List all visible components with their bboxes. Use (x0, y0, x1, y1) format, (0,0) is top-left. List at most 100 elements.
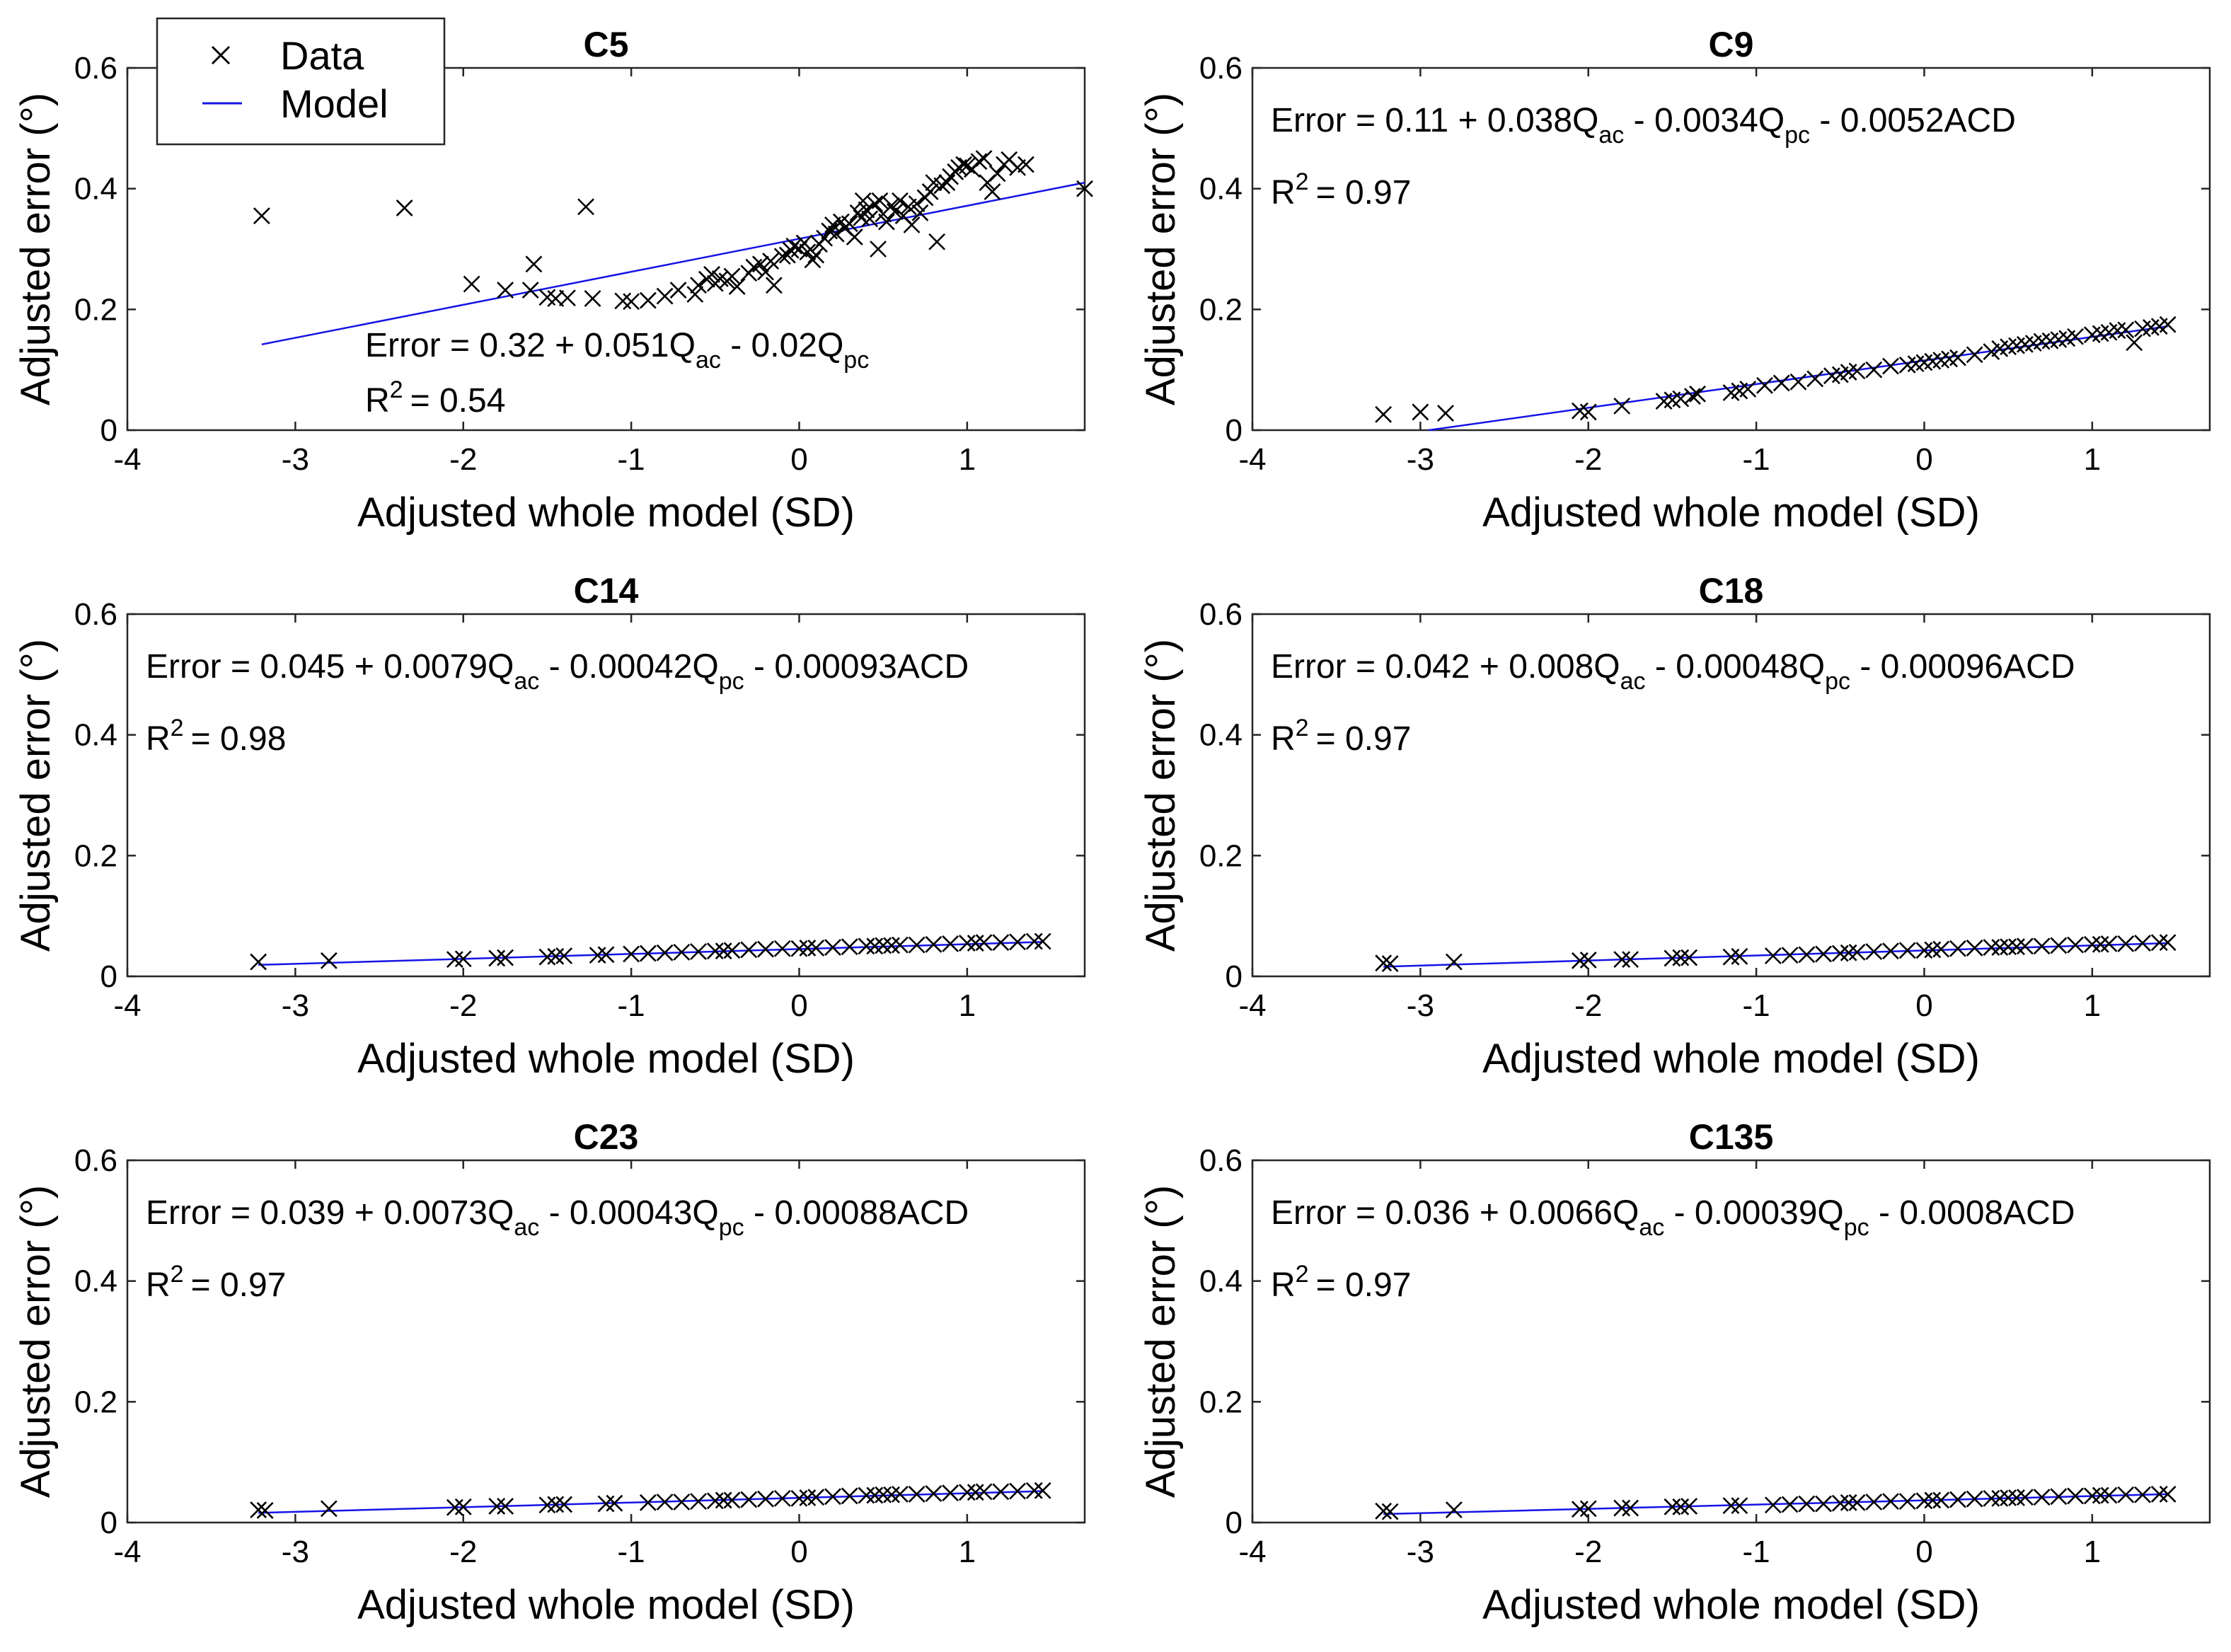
data-point (538, 1496, 556, 1514)
data-point (1076, 180, 1093, 197)
data-point (2100, 935, 2118, 952)
panel-title: C9 (1709, 25, 1754, 64)
data-point (2008, 1489, 2025, 1506)
data-point (858, 201, 875, 219)
r2-superscript: 2 (1296, 715, 1309, 741)
equation-subscript: ac (514, 1214, 539, 1241)
data-point (1025, 932, 1043, 950)
data-point (1798, 946, 1816, 964)
data-point (715, 1491, 732, 1509)
x-tick-label: -2 (449, 988, 477, 1023)
equation-segment: - 0.0008ACD (1869, 1194, 2075, 1232)
x-tick-label: -1 (1743, 1535, 1770, 1569)
x-tick-label: 0 (1915, 442, 1932, 477)
x-tick-label: -2 (449, 442, 477, 477)
data-point (1815, 945, 1832, 963)
r2-superscript: 2 (171, 715, 184, 741)
data-point (446, 1498, 463, 1516)
model-line (258, 1490, 1043, 1514)
data-point (2000, 938, 2017, 956)
data-point (2126, 334, 2143, 352)
data-point (253, 207, 270, 224)
data-point (2159, 316, 2177, 333)
data-point (866, 1486, 884, 1504)
y-tick-label: 0.6 (1199, 1143, 1243, 1178)
y-tick-label: 0 (1226, 413, 1243, 448)
data-point (584, 290, 601, 307)
data-point (597, 1495, 615, 1513)
data-point (1865, 943, 1883, 960)
r2-segment: = 0.97 (191, 1266, 287, 1304)
data-point (320, 1500, 338, 1518)
data-point (824, 939, 841, 956)
equation-text: Error = 0.036 + 0.0066Qac - 0.00039Qpc -… (1271, 1194, 2075, 1241)
panel-c23: -4 -3 -2 -1 0 1 0 0.2 0.4 0.6 C23 Adjusted whole mo… (13, 1117, 1086, 1628)
data-point (454, 950, 472, 968)
equation-segment: Error = 0.045 + 0.0079Q (146, 648, 514, 686)
equation-subscript: pc (843, 347, 869, 374)
data-point (703, 265, 720, 283)
data-point (656, 944, 674, 961)
x-tick-label: -3 (1407, 1535, 1434, 1569)
data-point (2067, 328, 2085, 345)
data-point (816, 229, 833, 247)
data-point (1865, 361, 1883, 379)
y-tick-label: 0 (1226, 959, 1243, 994)
y-tick-label: 0.4 (74, 1264, 117, 1299)
data-point (958, 1484, 976, 1501)
data-point (773, 1489, 791, 1507)
data-point (807, 939, 825, 957)
x-tick-label: -4 (1238, 442, 1266, 477)
data-point (2033, 1489, 2051, 1506)
plot-area (1251, 1159, 2211, 1524)
panel-title: C135 (1689, 1117, 1774, 1157)
panel-title: C14 (574, 571, 639, 611)
r2-text: R2 = 0.97 (1271, 1261, 1411, 1304)
plot-area (1251, 613, 2211, 978)
data-point (992, 1483, 1010, 1501)
data-point (1025, 1481, 1043, 1499)
data-point (988, 165, 1006, 183)
data-point (1865, 1494, 1883, 1511)
equation-segment: - 0.00042Q (539, 648, 719, 686)
data-point (1991, 939, 2009, 956)
data-point (928, 233, 946, 250)
y-tick-label: 0.6 (74, 51, 117, 86)
data-point (597, 946, 615, 964)
y-tick-label: 0.6 (74, 1143, 117, 1178)
x-tick-label: -2 (449, 1535, 477, 1569)
y-axis-label: Adjusted error (°) (1138, 1185, 1184, 1498)
data-point (984, 183, 1001, 200)
data-point (757, 940, 774, 958)
data-point (866, 195, 884, 212)
data-point (623, 293, 640, 311)
data-point (1949, 1491, 1966, 1508)
y-tick-label: 0.2 (74, 838, 117, 873)
x-tick-label: -3 (282, 1535, 309, 1569)
y-tick-label: 0 (100, 413, 117, 448)
y-tick-label: 0.2 (1199, 838, 1243, 873)
data-point (799, 939, 817, 957)
model-line (261, 181, 1085, 346)
data-point (454, 1498, 472, 1515)
data-point (891, 192, 909, 209)
data-point (841, 938, 858, 956)
data-point (1445, 953, 1463, 971)
panel-c18: -4 -3 -2 -1 0 1 0 0.2 0.4 0.6 C18 Adjusted whole mo… (1138, 571, 2211, 1082)
equation-segment: - 0.00043Q (539, 1194, 719, 1232)
data-point (858, 1486, 875, 1504)
data-point (854, 192, 872, 209)
data-point (2134, 935, 2151, 952)
data-point (606, 1494, 623, 1512)
data-point (799, 1489, 817, 1506)
data-point (555, 1496, 573, 1513)
data-point (690, 943, 707, 960)
data-point (908, 936, 926, 954)
data-point (723, 267, 741, 285)
x-tick-label: 0 (1915, 988, 1932, 1023)
data-point (396, 200, 413, 216)
data-point (2159, 1485, 2177, 1503)
equation-segment: Error = 0.32 + 0.051Q (365, 327, 696, 364)
data-point (488, 1498, 506, 1515)
x-tick-label: 0 (790, 1535, 807, 1569)
